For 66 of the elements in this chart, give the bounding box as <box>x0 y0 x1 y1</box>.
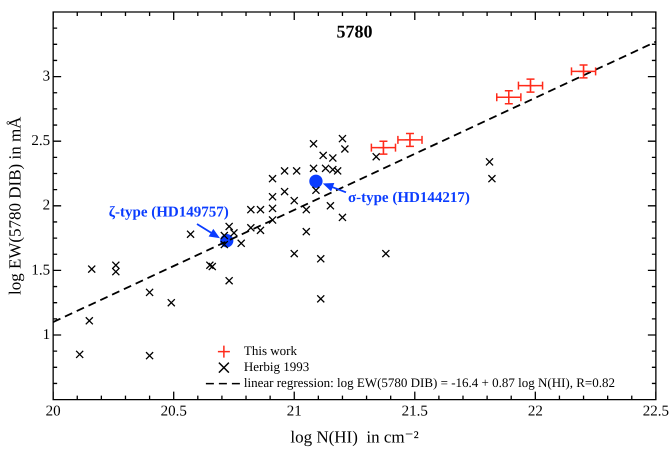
point <box>316 254 325 263</box>
point <box>145 351 154 360</box>
point <box>328 154 337 162</box>
point <box>268 204 277 213</box>
y-tick-label: 2.5 <box>31 133 50 150</box>
legend-label: Herbig 1993 <box>244 359 310 374</box>
x-tick-label: 20 <box>46 404 61 420</box>
point <box>333 166 342 176</box>
point <box>338 134 347 143</box>
point <box>316 294 325 304</box>
point <box>302 227 310 236</box>
x-tick-label: 22 <box>528 404 543 420</box>
point <box>224 222 234 231</box>
point <box>246 205 256 214</box>
x-tick-label: 20.5 <box>160 404 187 420</box>
point <box>145 288 154 297</box>
point <box>340 144 350 154</box>
point <box>224 276 234 285</box>
point <box>326 202 335 210</box>
point <box>256 205 265 214</box>
point <box>237 239 246 248</box>
point <box>290 196 298 205</box>
y-axis-title: log EW(5780 DIB) in mÅ <box>6 116 25 296</box>
point <box>167 298 176 307</box>
y-tick-label: 3 <box>42 68 50 85</box>
annotation: ζ-type (HD149757) <box>108 204 229 221</box>
point <box>268 216 277 224</box>
point <box>85 316 94 325</box>
point <box>292 166 301 176</box>
point <box>230 228 238 238</box>
point <box>485 158 494 166</box>
y-tick-label: 2 <box>42 198 50 214</box>
point <box>309 140 318 148</box>
legend-label: This work <box>244 343 298 358</box>
point <box>206 261 214 270</box>
point <box>382 249 390 258</box>
x-tick-label: 21.5 <box>402 404 428 420</box>
point <box>268 174 277 183</box>
point <box>290 249 298 258</box>
point <box>488 174 496 183</box>
legend-label: linear regression: log EW(5780 DIB) = -16.4 + 0.87 log N(HI), R=0.82 <box>244 375 616 390</box>
point <box>321 164 330 173</box>
text: 5780 <box>336 22 373 42</box>
point <box>338 213 347 222</box>
point <box>372 152 380 161</box>
y-tick-label: 1 <box>42 326 50 343</box>
point <box>280 166 289 176</box>
point <box>256 226 265 235</box>
point <box>246 224 256 232</box>
point <box>318 151 328 160</box>
point <box>75 350 84 359</box>
point <box>268 192 277 201</box>
point <box>88 264 96 274</box>
x-tick-label: 22.5 <box>642 404 669 420</box>
point <box>309 164 318 173</box>
point <box>309 174 323 188</box>
x-tick-label: 21 <box>286 404 302 420</box>
y-tick-label: 1.5 <box>31 262 50 278</box>
point <box>302 205 310 214</box>
annotation: σ-type (HD144217) <box>348 190 470 206</box>
point <box>208 262 216 271</box>
point <box>280 187 289 196</box>
point <box>328 165 337 174</box>
x-axis-title: log N(HI) in cm⁻² <box>290 427 419 446</box>
point <box>312 186 320 194</box>
point <box>186 230 195 238</box>
